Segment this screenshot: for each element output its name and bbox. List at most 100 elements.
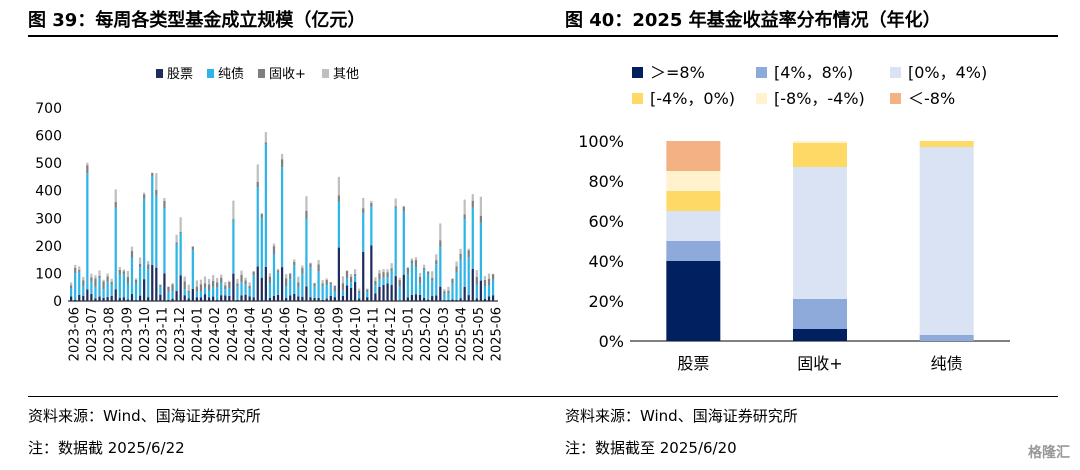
bar-segment (390, 268, 393, 271)
bar-segment (147, 261, 150, 265)
legend-swatch (756, 67, 767, 78)
bar-segment (349, 287, 353, 301)
y-tick-label: 600 (35, 129, 62, 145)
bar-segment (216, 277, 219, 283)
bar-segment (491, 279, 495, 296)
bar-segment (216, 287, 219, 300)
y-tick-label: 40% (588, 252, 624, 271)
bar-segment (94, 286, 97, 299)
right-source: 资料来源：Wind、国海证券研究所 (565, 407, 798, 425)
bar-segment (195, 297, 199, 301)
bar-segment (244, 280, 247, 285)
bar-segment (138, 257, 142, 265)
left-note: 注：数据截 2025/6/22 (28, 439, 185, 457)
bar-segment (455, 261, 458, 267)
bar-segment (236, 283, 239, 287)
bar-segment (354, 276, 357, 283)
bar-segment (163, 200, 166, 209)
bar-segment (443, 300, 446, 301)
bar-segment (106, 297, 109, 301)
right-figure-title: 图 40：2025 年基金收益率分布情况（年化） (565, 10, 941, 31)
bar-segment (126, 299, 130, 301)
bar-segment (134, 278, 138, 280)
bar-segment (224, 282, 227, 286)
bar-segment (179, 275, 182, 301)
y-tick-label: 80% (588, 172, 624, 191)
bar-segment (345, 285, 349, 301)
bar-segment (203, 283, 207, 288)
bar-segment (126, 276, 130, 284)
bar-segment (475, 270, 478, 277)
bar-segment (345, 270, 349, 279)
bar-segment (414, 294, 418, 301)
bar-segment (143, 192, 146, 195)
bar-segment (422, 264, 426, 268)
bar-segment (439, 240, 442, 247)
bar-segment (422, 269, 426, 298)
bar-segment (666, 171, 721, 191)
y-tick-label: 0% (599, 332, 624, 351)
bar-segment (341, 283, 345, 291)
bar-segment (374, 293, 377, 301)
legend-swatch (156, 69, 163, 78)
bar-segment (418, 276, 422, 284)
y-tick-label: 0 (53, 294, 62, 310)
bar-segment (435, 295, 438, 301)
bar-segment (187, 284, 190, 291)
y-tick-label: 100 (35, 266, 62, 282)
legend-swatch (632, 93, 643, 104)
bar-segment (155, 189, 158, 196)
bar-segment (191, 246, 194, 251)
bar-segment (447, 300, 450, 301)
bar-segment (378, 273, 381, 280)
bar-segment (398, 300, 401, 301)
bar-segment (325, 278, 328, 280)
bar-segment (337, 201, 341, 248)
bar-segment (90, 273, 93, 278)
bar-segment (362, 208, 365, 214)
bar-segment (289, 273, 292, 280)
bar-segment (358, 288, 361, 291)
y-tick-label: 400 (35, 184, 62, 200)
bar-segment (171, 290, 174, 299)
bar-segment (122, 274, 125, 298)
bar-segment (378, 279, 381, 287)
bar-segment (163, 273, 166, 301)
bar-segment (248, 296, 251, 301)
bar-segment (313, 286, 316, 298)
bar-segment (447, 293, 450, 301)
bar-segment (199, 297, 203, 301)
bar-segment (431, 277, 434, 281)
bar-segment (793, 143, 847, 167)
bar-segment (354, 273, 357, 277)
bar-segment (82, 280, 85, 286)
legend-swatch (890, 93, 901, 104)
bar-segment (126, 270, 130, 277)
bar-segment (248, 288, 251, 297)
bar-segment (143, 194, 146, 199)
x-tick-label: 2024-06 (279, 307, 294, 361)
bar-segment (272, 243, 276, 247)
bar-segment (70, 288, 73, 297)
legend-label: [4%，8%) (774, 63, 853, 82)
bar-segment (325, 298, 328, 301)
bar-segment (479, 196, 483, 216)
bar-segment (82, 276, 85, 281)
x-tick-label: 2024-03 (226, 307, 241, 361)
bar-segment (431, 280, 434, 297)
bar-segment (143, 198, 146, 280)
bar-segment (252, 271, 255, 276)
bar-segment (232, 200, 235, 220)
bar-segment (195, 286, 199, 292)
bar-segment (151, 173, 154, 177)
bar-segment (285, 286, 288, 299)
bar-segment (179, 231, 182, 234)
bar-segment (163, 208, 166, 274)
bar-segment (386, 283, 389, 301)
bar-segment (362, 251, 365, 301)
bar-segment (138, 264, 142, 268)
bar-segment (114, 201, 117, 208)
bar-segment (256, 181, 259, 187)
x-tick-label: 2024-01 (191, 307, 206, 361)
bar-segment (102, 297, 105, 301)
